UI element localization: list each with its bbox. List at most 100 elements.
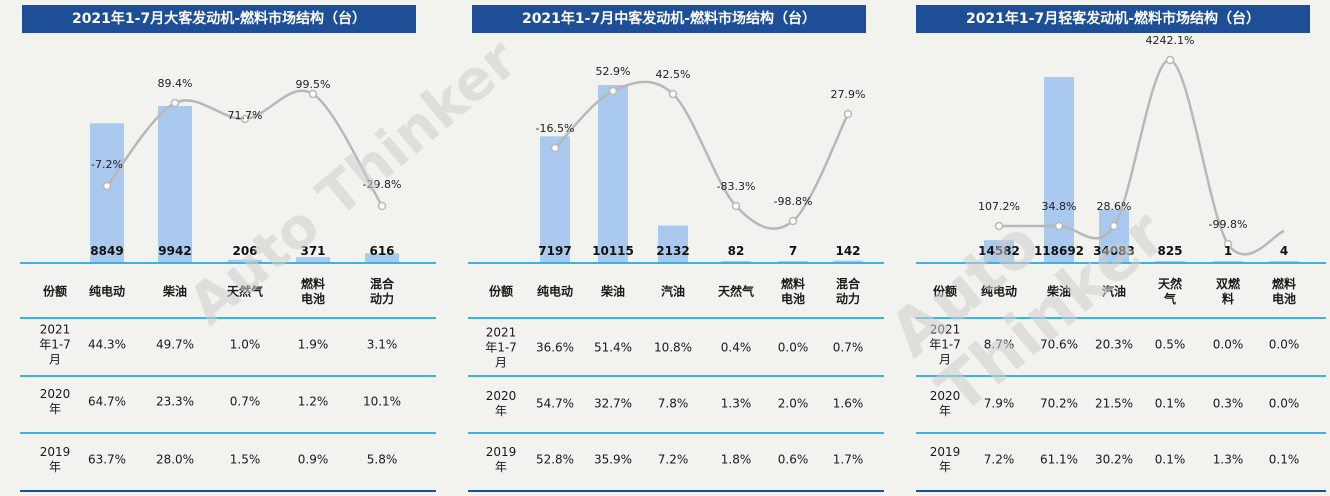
growth-label: 89.4%	[158, 77, 193, 90]
growth-label: 34.8%	[1042, 200, 1077, 213]
table-cell: 51.4%	[593, 340, 633, 355]
value-label: 7	[789, 244, 797, 258]
table-cell: 2021 年1-7 月	[39, 322, 71, 367]
table-cell: 70.6%	[1039, 337, 1079, 352]
table-divider	[468, 262, 884, 264]
table-divider	[20, 375, 436, 377]
table-cell: 7.2%	[657, 452, 689, 467]
table-divider	[20, 432, 436, 434]
bar	[365, 253, 399, 263]
bar	[158, 106, 192, 263]
table-divider	[916, 490, 1326, 492]
value-label: 10115	[592, 244, 634, 258]
chart-title: 2021年1-7月中客发动机-燃料市场结构（台）	[472, 5, 866, 33]
table-divider	[916, 317, 1326, 319]
table-header-cell: 份额	[488, 284, 514, 299]
table-cell: 10.8%	[653, 340, 693, 355]
table-cell: 64.7%	[87, 394, 127, 409]
table-cell: 52.8%	[535, 452, 575, 467]
growth-label: 107.2%	[978, 200, 1020, 213]
growth-label: 28.6%	[1097, 200, 1132, 213]
table-cell: 28.0%	[155, 452, 195, 467]
panel-lightbus: 2021年1-7月轻客发动机-燃料市场结构（台） 107.2% 34.8% 28.6…	[896, 0, 1330, 496]
growth-label: 99.5%	[296, 78, 331, 91]
table-cell: 35.9%	[593, 452, 633, 467]
table-cell: 2020 年	[929, 389, 961, 418]
chart-title: 2021年1-7月轻客发动机-燃料市场结构（台）	[916, 5, 1310, 33]
bar-line-chart: -7.2% 89.4% 71.7% 99.5% -29.8% 8849 9942 206 371…	[90, 77, 401, 263]
value-label: 4	[1280, 244, 1288, 258]
growth-point	[240, 114, 250, 124]
growth-point	[102, 181, 112, 191]
table-cell: 54.7%	[535, 396, 575, 411]
table-cell: 7.2%	[983, 452, 1015, 467]
value-label: 7197	[538, 244, 571, 258]
table-divider	[916, 432, 1326, 434]
table-cell: 21.5%	[1094, 396, 1134, 411]
table-cell: 2019 年	[39, 445, 71, 474]
value-label: 825	[1157, 244, 1182, 258]
table-cell: 0.4%	[720, 340, 752, 355]
growth-label: -16.5%	[536, 122, 575, 135]
bar	[296, 257, 330, 263]
table-cell: 2019 年	[485, 445, 517, 474]
table-cell: 1.9%	[297, 337, 329, 352]
table-cell: 8.7%	[983, 337, 1015, 352]
table-cell: 49.7%	[155, 337, 195, 352]
growth-label: 71.7%	[228, 109, 263, 122]
value-label: 14582	[978, 244, 1020, 258]
growth-point	[608, 86, 618, 96]
table-cell: 0.0%	[1212, 337, 1244, 352]
value-label: 142	[835, 244, 860, 258]
growth-line	[554, 80, 850, 230]
table-header-cell: 纯电动	[536, 284, 574, 299]
growth-point	[994, 221, 1004, 231]
growth-point	[308, 89, 318, 99]
table-cell: 1.7%	[832, 452, 864, 467]
table-cell: 7.9%	[983, 396, 1015, 411]
growth-label: 27.9%	[831, 88, 866, 101]
table-cell: 1.0%	[229, 337, 261, 352]
value-label: 1	[1224, 244, 1232, 258]
table-cell: 0.6%	[777, 452, 809, 467]
value-label: 371	[300, 244, 325, 258]
table-cell: 1.8%	[720, 452, 752, 467]
growth-point	[550, 143, 560, 153]
growth-point	[843, 109, 853, 119]
table-header-cell: 份额	[42, 284, 68, 299]
bar	[90, 123, 124, 263]
growth-point	[1223, 239, 1233, 249]
table-header-cell: 柴油	[1046, 284, 1072, 299]
table-header-cell: 汽油	[660, 284, 686, 299]
bar	[228, 259, 262, 263]
bar-line-chart: 107.2% 34.8% 28.6% 4242.1% -99.8% 14582 118692…	[978, 34, 1299, 263]
table-cell: 32.7%	[593, 396, 633, 411]
growth-point	[170, 98, 180, 108]
table-cell: 0.1%	[1268, 452, 1300, 467]
table-cell: 1.5%	[229, 452, 261, 467]
table-cell: 0.1%	[1154, 452, 1186, 467]
table-header-cell: 天然气	[226, 284, 264, 299]
table-divider	[20, 490, 436, 492]
table-cell: 70.2%	[1039, 396, 1079, 411]
table-divider	[468, 432, 884, 434]
table-cell: 0.0%	[1268, 396, 1300, 411]
growth-label: -83.3%	[717, 180, 756, 193]
growth-point	[1054, 221, 1064, 231]
value-label: 206	[232, 244, 257, 258]
table-header-cell: 纯电动	[980, 284, 1018, 299]
table-cell: 1.6%	[832, 396, 864, 411]
table-cell: 1.3%	[1212, 452, 1244, 467]
table-cell: 2020 年	[39, 387, 71, 416]
bar	[1044, 77, 1074, 263]
growth-point	[1109, 221, 1119, 231]
panel-midbus: 2021年1-7月中客发动机-燃料市场结构（台） -16.5% 52.9% 42.5…	[448, 0, 888, 496]
table-cell: 0.7%	[832, 340, 864, 355]
panel-bus: 2021年1-7月大客发动机-燃料市场结构（台） -7.2% 89.4% 71.7%…	[0, 0, 440, 496]
table-header-cell: 汽油	[1101, 284, 1127, 299]
growth-point	[788, 216, 798, 226]
table-cell: 2020 年	[485, 389, 517, 418]
value-label: 82	[728, 244, 745, 258]
table-divider	[916, 375, 1326, 377]
bar	[540, 136, 570, 263]
